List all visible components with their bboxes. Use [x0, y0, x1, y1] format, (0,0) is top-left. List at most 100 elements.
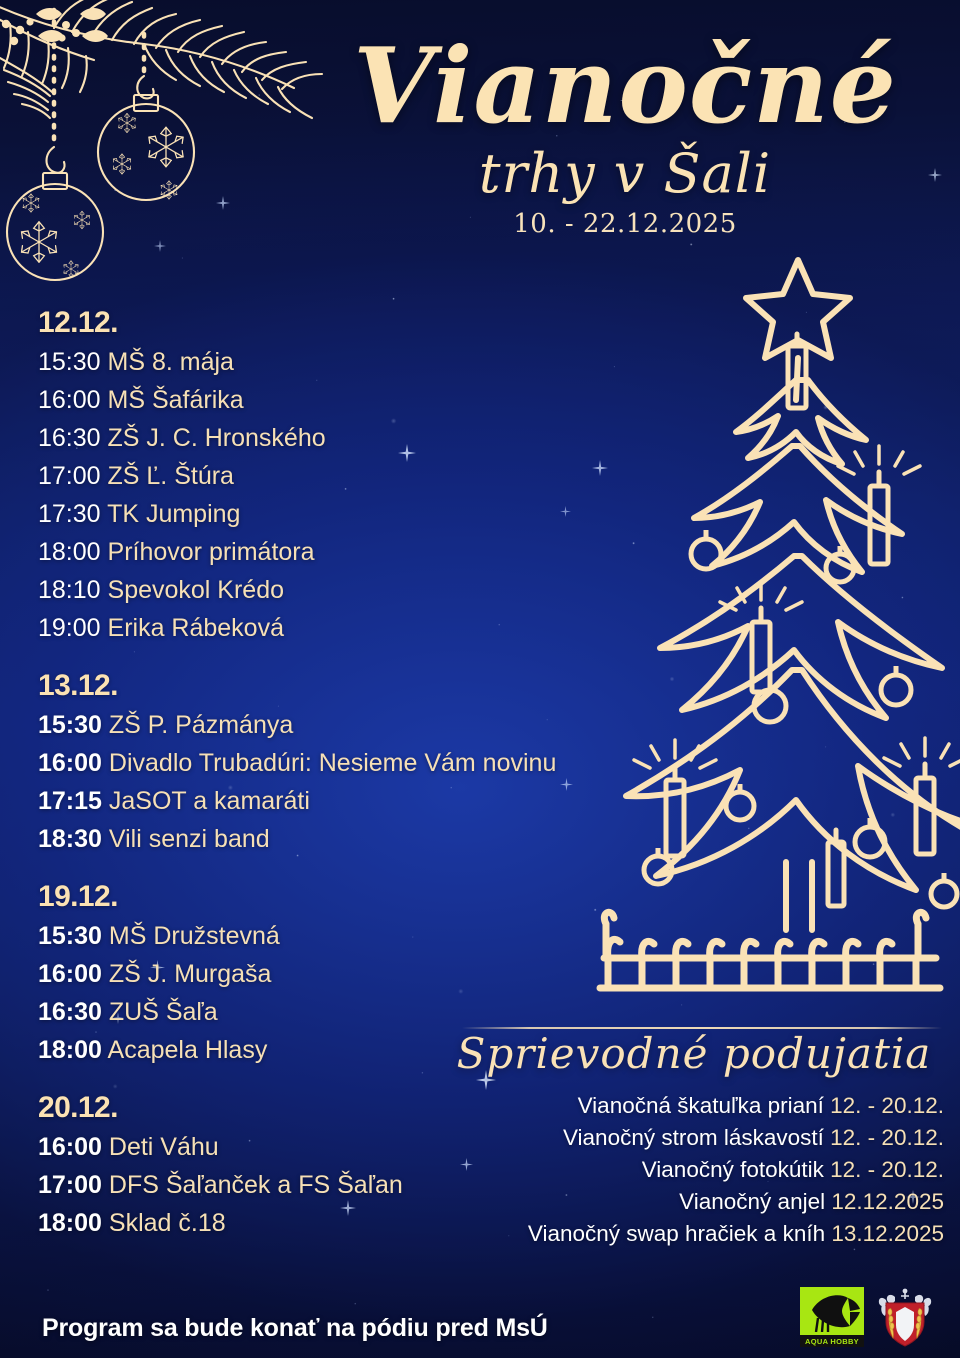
program-item: 16:00 Divadlo Trubadúri: Nesieme Vám nov… [38, 744, 556, 782]
poster-title: Vianočné [353, 24, 897, 147]
side-event-name: Vianočná škatuľka prianí [577, 1093, 824, 1119]
program-item: 18:00 Acapela Hlasy [38, 1031, 508, 1069]
side-events-section: Sprievodné podujatia Vianočná škatuľka p… [440, 1029, 948, 1250]
program-item: 16:00 ZŠ J. Murgaša [38, 955, 508, 993]
program-item: 16:30 ZUŠ Šaľa [38, 993, 508, 1031]
program-item-time: 17:00 [38, 462, 101, 490]
program-item-name: ZŠ J. Murgaša [108, 960, 272, 988]
program-item-name: Vili senzi band [108, 825, 270, 853]
program-item: 18:30 Vili senzi band [38, 820, 508, 858]
program-day-block: 20.12. 16:00 Deti Váhu 17:00 DFS Šaľanček … [38, 1091, 508, 1242]
program-item-time: 15:30 [38, 348, 101, 376]
program-item-name: Erika Rábeková [107, 614, 284, 642]
program-item-name: Divadlo Trubadúri: Nesieme Vám novinu [108, 749, 557, 777]
program-item: 15:30 MŠ Družstevná [38, 917, 508, 955]
program-item-time: 16:00 [38, 749, 102, 777]
program-item-name: ZŠ J. C. Hronského [107, 424, 326, 452]
program-item-time: 17:15 [38, 787, 102, 815]
program-schedule: 12.12. 15:30 MŠ 8. mája 16:00 MŠ Šafárika 1… [38, 306, 556, 1242]
title-block: Vianočné trhy v Šali 10. - 22.12.2025 [300, 24, 950, 240]
program-day-date: 19.12. [38, 880, 118, 913]
program-item-name: Deti Váhu [108, 1133, 219, 1161]
program-item-name: Acapela Hlasy [107, 1036, 268, 1064]
program-item-time: 15:30 [38, 922, 102, 950]
program-item: 18:00 Sklad č.18 [38, 1204, 508, 1242]
program-day-date: 20.12. [38, 1091, 118, 1124]
side-event-name: Vianočný fotokútik [641, 1157, 824, 1183]
side-events-list: Vianočná škatuľka prianí 12. - 20.12. Via… [440, 1090, 948, 1250]
aqua-hobby-logo: AQUA HOBBY [800, 1287, 864, 1347]
program-day-date: 12.12. [38, 306, 118, 339]
program-item-time: 16:00 [38, 960, 102, 988]
sparkle-icon [560, 778, 573, 791]
program-item-time: 15:30 [38, 711, 102, 739]
program-item-time: 16:30 [38, 424, 101, 452]
side-event-item: Vianočný fotokútik 12. - 20.12. [440, 1154, 944, 1186]
side-event-date: 12. - 20.12. [830, 1157, 944, 1183]
program-day-block: 13.12. 15:30 ZŠ P. Pázmánya 16:00 Divadlo … [38, 669, 556, 858]
program-day-date: 13.12. [38, 669, 118, 702]
program-item-time: 16:30 [38, 998, 102, 1026]
program-item-name: JaSOT a kamaráti [108, 787, 310, 815]
poster-date-range: 10. - 22.12.2025 [513, 209, 737, 240]
program-item-time: 19:00 [38, 614, 101, 642]
side-event-date: 12. - 20.12. [830, 1093, 944, 1119]
poster-subtitle: trhy v Šali [478, 142, 772, 205]
logo-strip: AQUA HOBBY [800, 1286, 934, 1348]
program-item-name: Príhovor primátora [107, 538, 315, 566]
program-item-name: ZUŠ Šaľa [108, 998, 218, 1026]
sparkle-icon [216, 196, 230, 210]
program-item: 16:00 MŠ Šafárika [38, 381, 508, 419]
program-item-time: 18:00 [38, 538, 101, 566]
program-item-name: ZŠ Ľ. Štúra [107, 462, 234, 490]
footer-note: Program sa bude konať na pódiu pred MsÚ [42, 1314, 548, 1342]
program-item-name: DFS Šaľanček a FS Šaľan [108, 1171, 403, 1199]
side-event-item: Vianočný swap hračiek a kníh 13.12.2025 [440, 1218, 944, 1250]
program-item: 18:00 Príhovor primátora [38, 533, 508, 571]
sparkle-icon [592, 460, 608, 476]
program-item-time: 18:00 [38, 1036, 102, 1064]
program-item: 16:00 Deti Váhu [38, 1128, 508, 1166]
program-item-name: MŠ Družstevná [108, 922, 280, 950]
program-item-time: 17:00 [38, 1171, 102, 1199]
program-item-name: MŠ Šafárika [107, 386, 244, 414]
sparkle-icon [560, 506, 571, 517]
program-item: 17:00 ZŠ Ľ. Štúra [38, 457, 508, 495]
side-event-item: Vianočná škatuľka prianí 12. - 20.12. [440, 1090, 944, 1122]
corner-decoration [0, 0, 324, 282]
christmas-tree-illustration [596, 257, 960, 992]
program-item: 16:30 ZŠ J. C. Hronského [38, 419, 508, 457]
program-day-block: 19.12. 15:30 MŠ Družstevná 16:00 ZŠ J. Mur… [38, 880, 508, 1069]
program-item-time: 17:30 [38, 500, 101, 528]
side-event-date: 13.12.2025 [831, 1221, 944, 1247]
program-item-time: 16:00 [38, 386, 101, 414]
section-divider [462, 1027, 942, 1029]
program-item-time: 18:00 [38, 1209, 102, 1237]
side-event-item: Vianočný anjel 12.12.2025 [440, 1186, 944, 1218]
program-item-name: TK Jumping [107, 500, 241, 528]
program-item-name: ZŠ P. Pázmánya [108, 711, 294, 739]
program-item-time: 16:00 [38, 1133, 102, 1161]
program-item-name: MŠ 8. mája [107, 348, 234, 376]
program-item: 18:10 Spevokol Krédo [38, 571, 508, 609]
side-event-date: 12.12.2025 [831, 1189, 944, 1215]
aqua-hobby-label: AQUA HOBBY [800, 1335, 864, 1347]
program-item-time: 18:10 [38, 576, 101, 604]
program-item: 17:00 DFS Šaľanček a FS Šaľan [38, 1166, 508, 1204]
program-item: 15:30 ZŠ P. Pázmánya [38, 706, 508, 744]
side-event-item: Vianočný strom láskavostí 12. - 20.12. [440, 1122, 944, 1154]
side-event-name: Vianočný strom láskavostí [562, 1125, 824, 1151]
program-item: 17:30 TK Jumping [38, 495, 508, 533]
program-item: 17:15 JaSOT a kamaráti [38, 782, 508, 820]
program-item-name: Sklad č.18 [108, 1209, 226, 1237]
program-item: 19:00 Erika Rábeková [38, 609, 508, 647]
side-event-name: Vianočný swap hračiek a kníh [527, 1221, 826, 1247]
fish-icon [812, 1295, 860, 1332]
side-event-date: 12. - 20.12. [830, 1125, 944, 1151]
side-event-name: Vianočný anjel [679, 1189, 826, 1215]
sparkle-icon [154, 240, 166, 252]
program-day-block: 12.12. 15:30 MŠ 8. mája 16:00 MŠ Šafárika 1… [38, 306, 508, 647]
program-item: 15:30 MŠ 8. mája [38, 343, 508, 381]
program-item-time: 18:30 [38, 825, 102, 853]
